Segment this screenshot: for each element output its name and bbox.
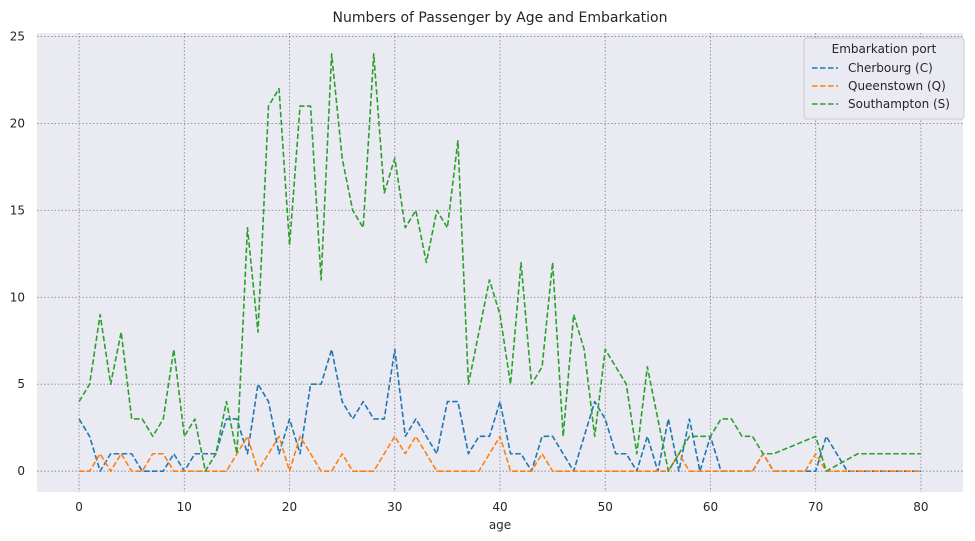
x-axis-ticks: 0 10 20 30 40 50 60 70 80 xyxy=(75,500,928,514)
x-tick-label-40: 40 xyxy=(492,500,507,514)
series-line-1 xyxy=(79,435,921,472)
y-axis-ticks: 0 5 10 15 20 25 xyxy=(10,29,25,478)
y-tick-label-10: 10 xyxy=(10,290,25,304)
x-axis-label: age xyxy=(489,518,511,532)
series-line-0 xyxy=(78,348,921,472)
legend: Embarkation port Cherbourg (C) Queenstown… xyxy=(803,37,965,120)
x-tick-label-50: 50 xyxy=(598,500,613,514)
chart-title: Numbers of Passenger by Age and Embarkat… xyxy=(332,10,667,26)
legend-label-1: Queenstown (Q) xyxy=(848,79,946,93)
x-tick-label-0: 0 xyxy=(75,500,83,514)
x-tick-label-20: 20 xyxy=(282,500,297,514)
y-tick-label-25: 25 xyxy=(10,29,25,43)
series-line-2 xyxy=(78,53,921,472)
legend-label-0: Cherbourg (C) xyxy=(848,61,933,75)
y-tick-label-0: 0 xyxy=(17,464,25,478)
legend-label-2: Southampton (S) xyxy=(848,97,950,111)
y-tick-label-5: 5 xyxy=(17,377,25,391)
y-tick-label-15: 15 xyxy=(10,203,25,217)
x-tick-label-80: 80 xyxy=(913,500,928,514)
series-layer xyxy=(78,53,921,472)
legend-items: Cherbourg (C) Queenstown (Q) Southampton (… xyxy=(812,61,950,111)
x-tick-label-10: 10 xyxy=(177,500,192,514)
legend-box xyxy=(803,37,965,120)
y-tick-label-20: 20 xyxy=(10,116,25,130)
x-tick-label-30: 30 xyxy=(387,500,402,514)
legend-title: Embarkation port xyxy=(832,42,937,56)
x-tick-label-70: 70 xyxy=(808,500,823,514)
x-tick-label-60: 60 xyxy=(703,500,718,514)
